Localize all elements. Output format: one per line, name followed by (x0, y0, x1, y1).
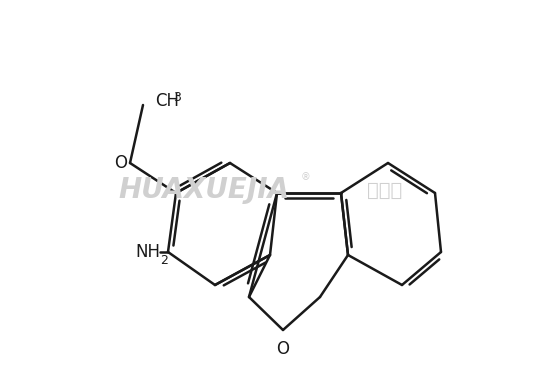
Text: ®: ® (300, 172, 310, 182)
Text: O: O (277, 340, 289, 358)
Text: HUAXUEJIA: HUAXUEJIA (118, 176, 289, 204)
Text: 化学加: 化学加 (367, 180, 403, 200)
Text: 2: 2 (160, 254, 168, 267)
Text: NH: NH (135, 243, 160, 261)
Text: 3: 3 (173, 91, 181, 104)
Text: O: O (114, 154, 127, 172)
Text: CH: CH (155, 92, 179, 110)
